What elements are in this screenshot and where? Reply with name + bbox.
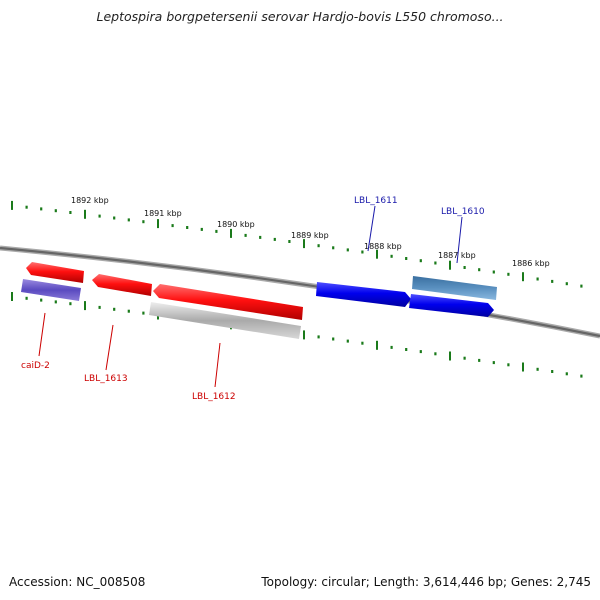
leader-line-lbl-1610 — [456, 216, 463, 264]
tick-label-1886: 1886 kbp — [512, 259, 550, 268]
feature-bar-caid-2[interactable] — [21, 279, 81, 301]
accession-text: Accession: NC_008508 — [9, 575, 146, 589]
gene-lbl-1613[interactable] — [92, 274, 152, 296]
tick-label-1887: 1887 kbp — [438, 251, 476, 260]
leader-line-lbl-1611 — [367, 205, 376, 252]
tick-label-1892: 1892 kbp — [71, 196, 109, 205]
gene-lbl-1612[interactable] — [153, 284, 303, 320]
gene-label-lbl-1611[interactable]: LBL_1611 — [354, 196, 398, 206]
gene-caid-2[interactable] — [26, 262, 84, 283]
tick-label-1890: 1890 kbp — [217, 220, 255, 229]
gene-lbl-1611[interactable] — [316, 282, 411, 307]
gene-lbl-1610[interactable] — [409, 294, 494, 317]
gene-label-lbl-1613[interactable]: LBL_1613 — [84, 374, 128, 384]
upper-scale-ticks — [11, 200, 583, 288]
tick-label-1889: 1889 kbp — [291, 231, 329, 240]
feature-bar-lbl-1610[interactable] — [412, 276, 497, 300]
chromosome-backbone-shadow — [0, 245, 600, 339]
chromosome-backbone — [0, 246, 600, 338]
feature-bar-lbl-1612[interactable] — [149, 302, 301, 339]
gene-label-caid-2[interactable]: caiD-2 — [21, 361, 50, 371]
leader-line-caid-2 — [38, 312, 46, 357]
chromosome-title: Leptospira borgpetersenii serovar Hardjo… — [96, 9, 504, 24]
gene-label-lbl-1610[interactable]: LBL_1610 — [441, 207, 485, 217]
leader-line-lbl-1613 — [105, 324, 114, 371]
tick-label-1891: 1891 kbp — [144, 209, 182, 218]
tick-label-1888: 1888 kbp — [364, 242, 402, 251]
gene-label-lbl-1612[interactable]: LBL_1612 — [192, 392, 236, 402]
leader-line-lbl-1612 — [214, 342, 221, 388]
topology-summary: Topology: circular; Length: 3,614,446 bp… — [261, 575, 591, 589]
